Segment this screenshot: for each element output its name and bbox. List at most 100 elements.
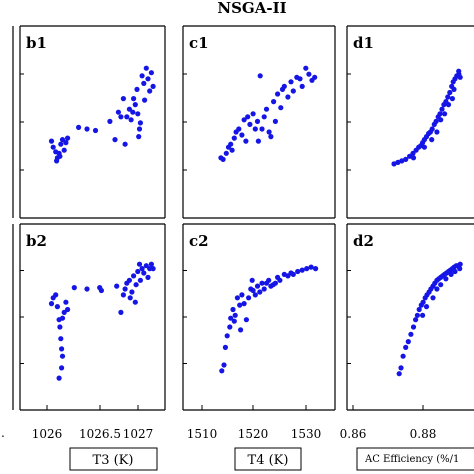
point-b1-15 bbox=[107, 118, 113, 124]
point-c2-38 bbox=[249, 277, 255, 283]
xlabel-d: AC Efficiency (%/1 bbox=[364, 454, 459, 465]
point-b2-8 bbox=[59, 353, 66, 359]
point-b1-39 bbox=[150, 83, 156, 89]
point-b2-19 bbox=[114, 283, 120, 289]
point-c1-25 bbox=[275, 91, 281, 97]
point-c1-30 bbox=[290, 88, 296, 94]
point-d2-30 bbox=[457, 261, 463, 267]
point-d2-3 bbox=[403, 344, 409, 350]
point-b2-15 bbox=[71, 285, 77, 291]
point-d2-2 bbox=[400, 353, 406, 359]
point-b2-34 bbox=[148, 261, 154, 267]
point-b2-11 bbox=[61, 309, 67, 315]
point-b2-28 bbox=[137, 277, 143, 283]
point-b1-8 bbox=[63, 140, 69, 146]
point-b2-0 bbox=[48, 301, 55, 307]
point-d2-31 bbox=[423, 304, 430, 310]
point-b1-0 bbox=[48, 138, 55, 144]
point-d2-4 bbox=[405, 339, 411, 345]
point-c2-6 bbox=[230, 306, 236, 313]
point-b2-35 bbox=[127, 295, 133, 301]
point-c2-0 bbox=[219, 368, 225, 374]
point-c1-37 bbox=[312, 74, 318, 80]
point-d1-32 bbox=[429, 137, 435, 143]
point-c1-10 bbox=[241, 117, 247, 123]
point-b1-20 bbox=[122, 141, 128, 147]
left-edge-tick: . bbox=[1, 426, 5, 440]
point-d2-5 bbox=[408, 331, 414, 337]
point-b1-27 bbox=[136, 126, 143, 132]
point-d1-23 bbox=[447, 89, 453, 96]
point-b2-31 bbox=[143, 263, 149, 269]
point-b2-5 bbox=[57, 324, 63, 330]
point-d2-1 bbox=[398, 365, 404, 371]
point-b2-3 bbox=[54, 304, 61, 310]
xlabel-box-c bbox=[234, 447, 302, 471]
point-c1-4 bbox=[228, 141, 234, 147]
point-c1-8 bbox=[236, 126, 242, 132]
point-b1-30 bbox=[142, 97, 148, 103]
point-c2-9 bbox=[237, 302, 243, 308]
point-d2-38 bbox=[452, 268, 458, 275]
point-c2-31 bbox=[290, 271, 296, 277]
point-c2-32 bbox=[295, 268, 301, 275]
panel-label-d2: d2 bbox=[353, 232, 374, 250]
point-c2-37 bbox=[238, 327, 244, 333]
point-c1-9 bbox=[239, 132, 245, 138]
xtick-label-c-0: 1510 bbox=[187, 427, 218, 441]
point-b1-33 bbox=[147, 88, 153, 94]
point-d1-36 bbox=[410, 155, 417, 161]
point-c1-14 bbox=[250, 111, 256, 117]
point-c2-19 bbox=[259, 280, 265, 286]
point-b1-19 bbox=[120, 96, 126, 102]
point-c2-20 bbox=[261, 286, 267, 292]
point-c1-16 bbox=[254, 118, 261, 124]
point-d1-1 bbox=[395, 159, 401, 165]
point-b1-38 bbox=[136, 134, 142, 140]
point-d1-2 bbox=[399, 158, 405, 164]
point-d2-35 bbox=[438, 282, 444, 288]
point-c1-28 bbox=[285, 94, 291, 100]
point-d1-34 bbox=[449, 96, 455, 102]
point-c2-25 bbox=[272, 280, 278, 286]
point-b2-10 bbox=[56, 375, 62, 381]
xtick-label-d-0: 0.86 bbox=[340, 427, 367, 441]
point-b2-29 bbox=[139, 266, 145, 272]
point-c2-1 bbox=[221, 362, 227, 368]
point-c1-22 bbox=[268, 134, 274, 140]
point-b2-14 bbox=[59, 315, 66, 321]
panel-label-c1: c1 bbox=[189, 34, 209, 52]
point-c1-12 bbox=[245, 114, 251, 120]
point-c2-13 bbox=[246, 295, 252, 301]
point-c2-34 bbox=[304, 266, 310, 272]
xlabel-box-b bbox=[69, 447, 158, 471]
point-d2-8 bbox=[414, 312, 420, 318]
point-c1-21 bbox=[266, 129, 272, 135]
point-d1-29 bbox=[457, 74, 463, 80]
point-d2-9 bbox=[416, 306, 422, 313]
point-d2-34 bbox=[420, 312, 426, 318]
point-c1-2 bbox=[223, 150, 229, 156]
point-c2-36 bbox=[313, 266, 319, 272]
point-c2-7 bbox=[232, 312, 238, 318]
point-b2-16 bbox=[84, 286, 90, 292]
point-b2-9 bbox=[59, 365, 65, 371]
point-b1-22 bbox=[126, 106, 132, 112]
point-b2-37 bbox=[122, 286, 128, 292]
point-d1-37 bbox=[442, 111, 448, 117]
panel-c2: c2 bbox=[182, 223, 336, 411]
point-c1-23 bbox=[271, 99, 277, 105]
point-b2-27 bbox=[135, 268, 141, 275]
point-c1-5 bbox=[229, 147, 235, 153]
point-c2-16 bbox=[252, 292, 258, 298]
point-c2-15 bbox=[250, 287, 256, 294]
point-c1-11 bbox=[243, 138, 249, 144]
point-c1-38 bbox=[279, 86, 286, 92]
point-b1-1 bbox=[50, 144, 56, 150]
point-d2-32 bbox=[430, 295, 436, 301]
point-b1-31 bbox=[143, 65, 149, 71]
xlabel-b: T3 (K) bbox=[93, 453, 134, 468]
point-b2-13 bbox=[65, 306, 71, 313]
point-b1-32 bbox=[145, 76, 151, 82]
